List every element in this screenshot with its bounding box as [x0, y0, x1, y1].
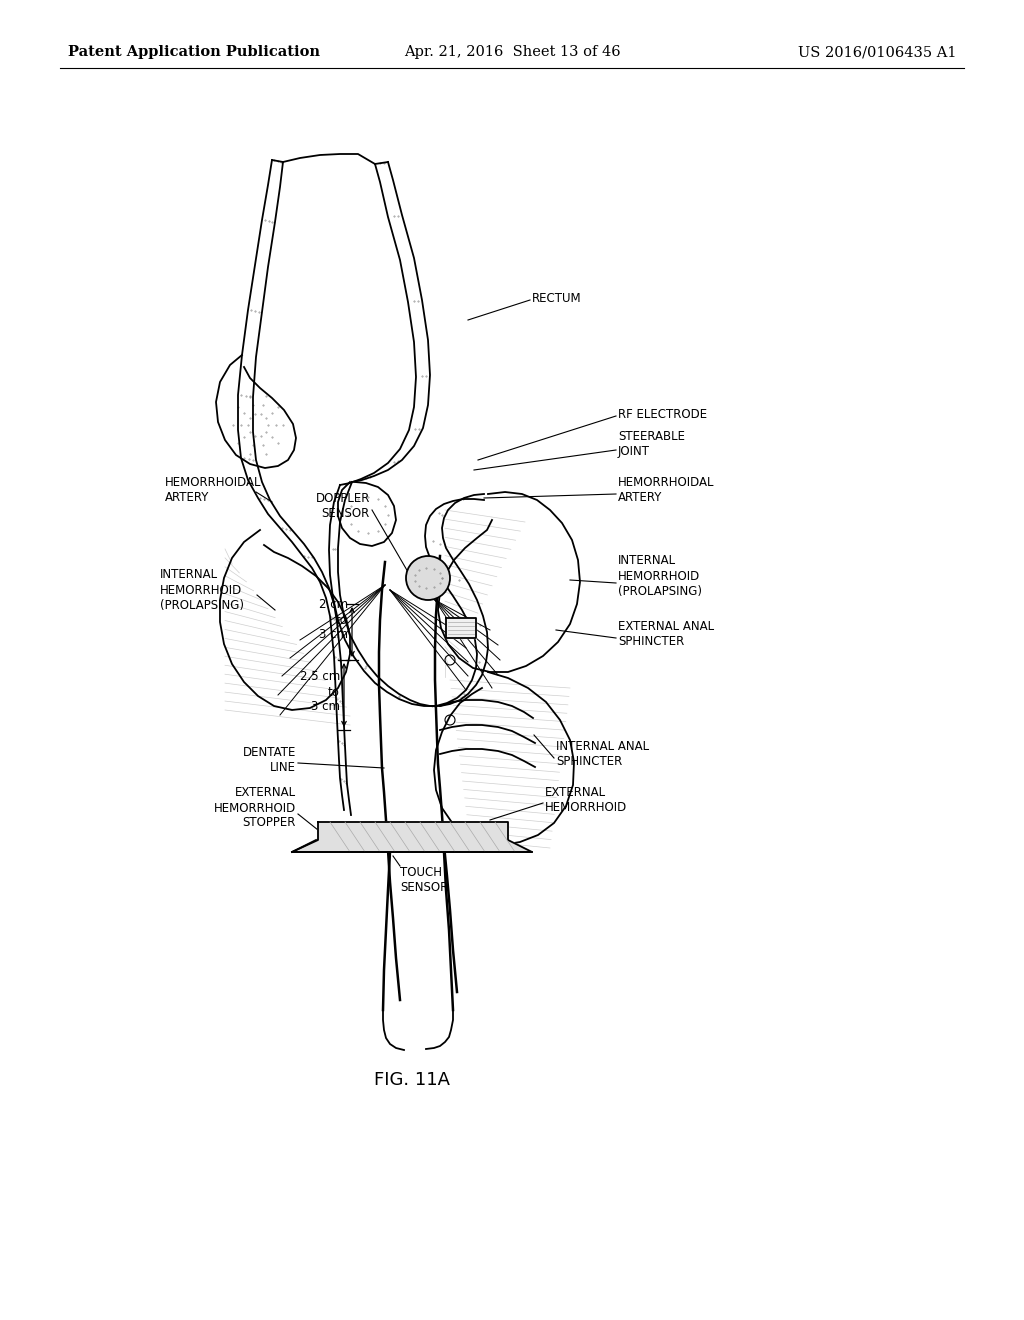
Text: EXTERNAL ANAL
SPHINCTER: EXTERNAL ANAL SPHINCTER	[618, 620, 714, 648]
Text: DENTATE
LINE: DENTATE LINE	[243, 746, 296, 774]
Text: Apr. 21, 2016  Sheet 13 of 46: Apr. 21, 2016 Sheet 13 of 46	[403, 45, 621, 59]
Text: TOUCH
SENSOR: TOUCH SENSOR	[400, 866, 449, 894]
Text: INTERNAL
HEMORRHOID
(PROLAPSING): INTERNAL HEMORRHOID (PROLAPSING)	[618, 554, 702, 598]
Text: EXTERNAL
HEMORRHOID: EXTERNAL HEMORRHOID	[545, 785, 628, 814]
Polygon shape	[292, 822, 532, 851]
Text: DOPPLER
SENSOR: DOPPLER SENSOR	[315, 492, 370, 520]
Text: 2 cm
to
3 cm: 2 cm to 3 cm	[318, 598, 348, 642]
Circle shape	[406, 556, 450, 601]
Text: FIG. 11A: FIG. 11A	[374, 1071, 450, 1089]
Text: Patent Application Publication: Patent Application Publication	[68, 45, 319, 59]
Text: INTERNAL ANAL
SPHINCTER: INTERNAL ANAL SPHINCTER	[556, 741, 649, 768]
Text: HEMORRHOIDAL
ARTERY: HEMORRHOIDAL ARTERY	[165, 477, 261, 504]
Text: RECTUM: RECTUM	[532, 292, 582, 305]
Text: HEMORRHOIDAL
ARTERY: HEMORRHOIDAL ARTERY	[618, 477, 715, 504]
Text: 2.5 cm
to
3 cm: 2.5 cm to 3 cm	[300, 671, 340, 714]
Text: INTERNAL
HEMORRHOID
(PROLAPSING): INTERNAL HEMORRHOID (PROLAPSING)	[160, 569, 244, 611]
Text: STEERABLE
JOINT: STEERABLE JOINT	[618, 430, 685, 458]
Text: RF ELECTRODE: RF ELECTRODE	[618, 408, 708, 421]
Polygon shape	[446, 618, 476, 638]
Text: EXTERNAL
HEMORRHOID
STOPPER: EXTERNAL HEMORRHOID STOPPER	[214, 787, 296, 829]
Text: US 2016/0106435 A1: US 2016/0106435 A1	[798, 45, 956, 59]
